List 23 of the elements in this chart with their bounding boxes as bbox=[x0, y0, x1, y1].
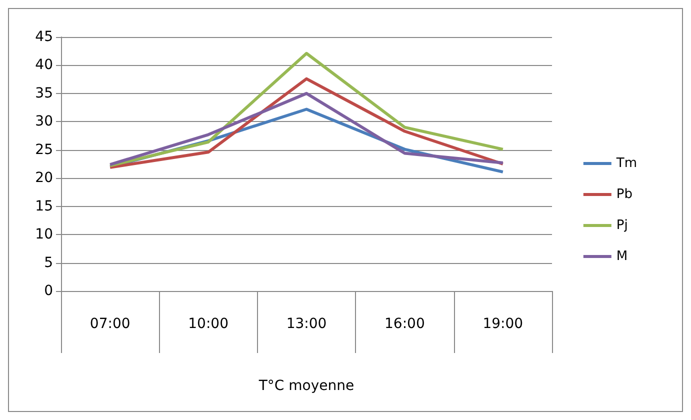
line-series bbox=[108, 77, 504, 169]
legend-label: Pj bbox=[616, 218, 628, 233]
y-tick-label: 0 bbox=[44, 283, 53, 299]
x-axis-title: T°C moyenne bbox=[258, 378, 354, 394]
y-tick-label: 15 bbox=[35, 198, 53, 214]
x-tick-label: 19:00 bbox=[482, 316, 524, 332]
y-tick-label: 45 bbox=[35, 29, 53, 45]
x-tick-label: 10:00 bbox=[188, 316, 228, 332]
x-tick-label: 13:00 bbox=[286, 316, 327, 332]
legend-label: Pb bbox=[616, 187, 632, 202]
line-series bbox=[108, 92, 504, 166]
legend-label: M bbox=[616, 249, 628, 264]
y-tick-label: 40 bbox=[35, 57, 53, 74]
line-series bbox=[108, 52, 504, 168]
y-tick-label: 30 bbox=[35, 114, 53, 130]
x-tick-label: 16:00 bbox=[384, 316, 425, 332]
y-tick-label: 5 bbox=[44, 254, 53, 271]
y-tick-label: 10 bbox=[35, 226, 53, 243]
y-tick-label: 35 bbox=[35, 85, 53, 102]
y-tick-label: 20 bbox=[35, 170, 53, 186]
legend-label: Tm bbox=[615, 156, 638, 171]
y-tick-label: 25 bbox=[35, 142, 53, 158]
x-tick-label: 07:00 bbox=[90, 316, 130, 332]
